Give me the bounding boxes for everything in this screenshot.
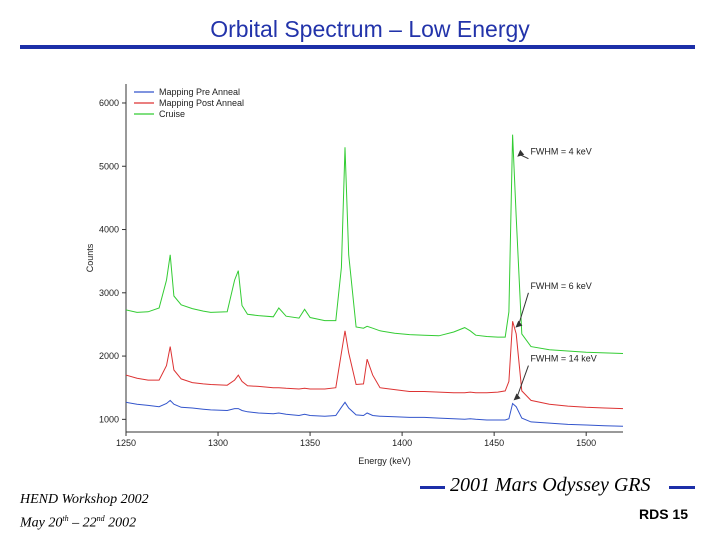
- legend-label: Mapping Post Anneal: [159, 98, 244, 108]
- footer-event: HEND Workshop 2002 May 20th – 22nd 2002: [20, 490, 149, 533]
- footer-date-start: May 20: [20, 515, 63, 531]
- footer-workshop: HEND Workshop 2002: [20, 492, 149, 507]
- y-axis-label: Counts: [86, 243, 95, 272]
- y-tick-label: 6000: [99, 98, 119, 108]
- footer-rule-right: [669, 486, 695, 489]
- y-tick-label: 4000: [99, 225, 119, 235]
- y-tick-label: 5000: [99, 161, 119, 171]
- footer-dates: May 20th – 22nd 2002: [20, 509, 149, 533]
- legend-label: Cruise: [159, 109, 185, 119]
- x-tick-label: 1500: [576, 438, 596, 448]
- y-tick-label: 3000: [99, 288, 119, 298]
- footer-mission: 2001 Mars Odyssey GRS: [450, 474, 651, 496]
- y-tick-label: 1000: [99, 414, 119, 424]
- footer-date-sup-2: nd: [96, 514, 105, 523]
- x-tick-label: 1450: [484, 438, 504, 448]
- annotation-arrowhead: [515, 320, 523, 328]
- y-tick-label: 2000: [99, 351, 119, 361]
- spectrum-chart: 1250 1300 1350 1400 1450 1500 1000 2000 3000 4000…: [85, 84, 624, 466]
- footer-rule-left: [420, 486, 445, 489]
- series-line-3: [125, 134, 624, 354]
- annotation-arrowhead: [513, 393, 521, 401]
- series-line-1: [125, 399, 624, 427]
- annotation-label: FWHM = 4 keV: [530, 147, 591, 157]
- series-line-2: [125, 321, 624, 410]
- x-tick-label: 1250: [116, 438, 136, 448]
- page-number: RDS 15: [638, 506, 688, 522]
- footer-date-mid: – 22: [68, 515, 97, 531]
- x-tick-label: 1350: [300, 438, 320, 448]
- x-tick-label: 1400: [392, 438, 412, 448]
- annotation-arrow: [516, 365, 529, 399]
- annotation-arrowhead: [517, 149, 525, 157]
- footer-date-sup-1: th: [62, 514, 69, 523]
- annotation-label: FWHM = 6 keV: [530, 281, 591, 291]
- chart-panel: 1250 1300 1350 1400 1450 1500 1000 2000 3000 4000…: [85, 72, 638, 467]
- title-rule: [20, 45, 695, 49]
- x-axis-label: Energy (keV): [358, 456, 411, 466]
- slide-title: Orbital Spectrum – Low Energy: [210, 16, 530, 42]
- annotation-label: FWHM = 14 keV: [530, 354, 596, 364]
- legend-label: Mapping Pre Anneal: [159, 87, 240, 97]
- footer-date-end: 2002: [104, 515, 137, 531]
- x-tick-label: 1300: [208, 438, 228, 448]
- annotation-arrow: [517, 292, 529, 326]
